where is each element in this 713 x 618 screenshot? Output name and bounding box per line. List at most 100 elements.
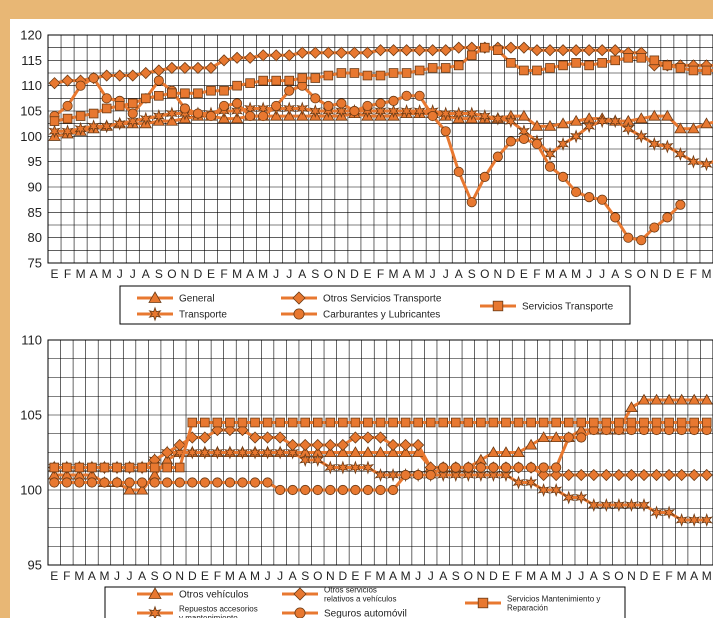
data-point: [338, 417, 348, 428]
data-point: [583, 119, 596, 134]
data-point: [374, 44, 387, 57]
x-tick-label: A: [611, 267, 619, 281]
y-tick-label: 95: [28, 558, 42, 573]
x-tick-label: M: [389, 267, 399, 281]
data-point: [271, 100, 282, 112]
data-point: [114, 101, 125, 111]
x-tick-label: A: [88, 569, 96, 583]
data-point: [513, 462, 524, 473]
data-point: [651, 417, 662, 428]
x-tick-label: S: [311, 267, 319, 281]
data-point: [217, 54, 231, 67]
data-point: [413, 469, 424, 481]
x-tick-label: J: [286, 267, 292, 281]
data-point: [75, 111, 86, 121]
data-point: [387, 44, 400, 57]
data-point: [219, 85, 229, 96]
legend-label: Seguros automóvil: [324, 609, 407, 618]
data-point: [487, 446, 500, 458]
data-point: [426, 44, 439, 57]
data-point: [661, 109, 674, 121]
x-tick-label: A: [289, 569, 297, 583]
data-point: [362, 484, 374, 496]
data-point: [452, 41, 465, 54]
y-tick-label: 100: [20, 129, 42, 144]
data-point: [149, 462, 160, 473]
data-point: [504, 114, 517, 129]
data-point: [112, 462, 122, 473]
data-point: [322, 46, 335, 59]
x-tick-label: O: [167, 267, 176, 281]
x-tick-label: M: [74, 569, 84, 583]
x-tick-label: N: [175, 569, 184, 583]
data-point: [336, 460, 349, 475]
legend-marker: [293, 308, 305, 320]
data-point: [524, 475, 538, 490]
data-point: [526, 417, 536, 428]
data-point: [453, 60, 464, 71]
data-point: [524, 438, 538, 450]
data-point: [300, 417, 311, 428]
x-tick-label: O: [163, 569, 172, 583]
legend-label: Transporte: [179, 310, 227, 321]
legend-item: Servicios Mantenimiento y Reparación: [465, 595, 600, 613]
data-point: [501, 417, 511, 428]
x-tick-label: D: [188, 569, 197, 583]
data-point: [662, 393, 676, 405]
x-tick-label: S: [468, 267, 476, 281]
x-tick-label: A: [590, 569, 598, 583]
data-point: [323, 70, 334, 81]
data-point: [688, 65, 699, 76]
data-point: [153, 75, 164, 86]
legend-box: [119, 285, 631, 325]
data-point: [337, 484, 348, 496]
data-point: [274, 431, 287, 444]
data-point: [362, 100, 373, 112]
data-point: [387, 103, 400, 119]
data-point: [661, 139, 674, 154]
data-point: [499, 467, 513, 483]
data-point: [361, 446, 375, 458]
data-point: [601, 417, 612, 428]
x-tick-label: D: [339, 569, 348, 583]
data-point: [625, 401, 638, 413]
data-point: [375, 98, 386, 109]
x-tick-label: N: [494, 267, 503, 281]
data-point: [386, 467, 400, 483]
data-point: [165, 61, 178, 74]
data-point: [245, 110, 256, 122]
data-point: [543, 147, 557, 162]
x-tick-label: D: [489, 569, 498, 583]
data-point: [412, 438, 425, 452]
data-point: [438, 462, 449, 473]
data-point: [212, 477, 223, 488]
data-point: [401, 90, 412, 101]
data-point: [675, 393, 688, 405]
data-point: [575, 468, 588, 482]
data-point: [361, 46, 374, 59]
data-point: [623, 232, 634, 243]
data-point: [401, 68, 412, 78]
data-point: [284, 75, 295, 86]
data-point: [386, 446, 400, 458]
data-point: [140, 93, 151, 104]
data-point: [413, 44, 426, 57]
data-point: [287, 484, 298, 496]
x-tick-label: E: [502, 569, 510, 583]
data-point: [440, 126, 451, 137]
data-point: [212, 417, 223, 428]
data-point: [204, 61, 218, 74]
data-point: [648, 109, 661, 121]
x-tick-label: N: [627, 569, 636, 583]
data-point: [530, 119, 544, 131]
data-point: [349, 446, 362, 458]
legend-label: Servicios Mantenimiento y Reparación: [507, 595, 600, 613]
data-point: [636, 53, 647, 63]
data-point: [284, 85, 295, 96]
x-tick-label: M: [99, 569, 109, 583]
data-point: [637, 497, 651, 513]
data-point: [325, 484, 336, 496]
data-point: [700, 393, 713, 405]
legend-marker: [148, 306, 162, 322]
x-tick-label: D: [350, 267, 359, 281]
